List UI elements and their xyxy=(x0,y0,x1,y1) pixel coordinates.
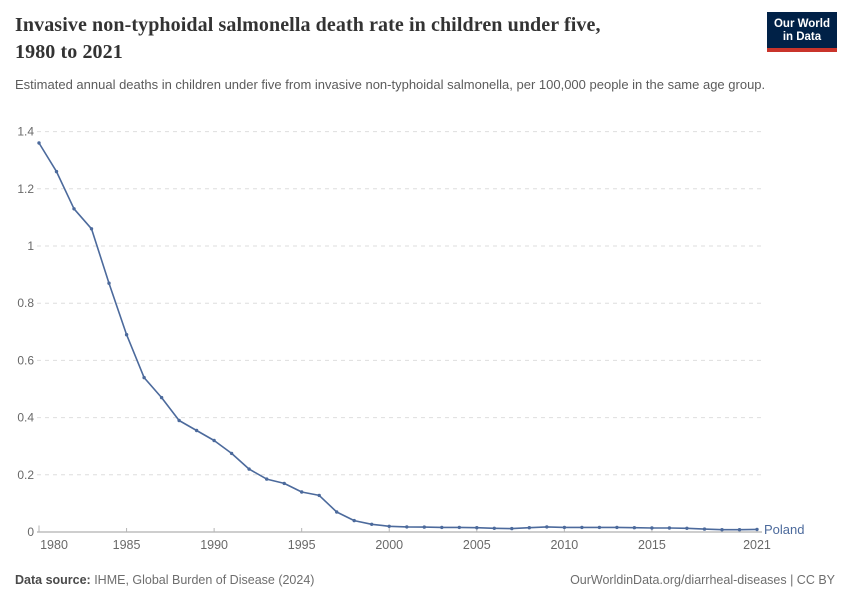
data-point[interactable] xyxy=(457,525,461,530)
data-point[interactable] xyxy=(422,525,426,529)
page-title: Invasive non-typhoidal salmonella death … xyxy=(15,14,601,63)
data-point[interactable] xyxy=(685,526,689,530)
logo-line2: in Data xyxy=(782,31,822,43)
data-point[interactable] xyxy=(510,526,514,531)
data-point[interactable] xyxy=(265,477,269,481)
data-point[interactable] xyxy=(632,526,637,530)
data-point[interactable] xyxy=(545,525,549,529)
y-tick-label: 0.8 xyxy=(17,296,34,310)
data-point[interactable] xyxy=(405,525,409,529)
data-point[interactable] xyxy=(159,395,164,400)
data-point[interactable] xyxy=(107,281,111,285)
x-tick-label: 1985 xyxy=(113,538,141,552)
data-point[interactable] xyxy=(527,526,531,530)
x-tick-label: 1980 xyxy=(40,538,68,552)
data-point[interactable] xyxy=(440,525,444,530)
data-point[interactable] xyxy=(650,526,654,530)
y-tick-label: 1.4 xyxy=(17,125,34,139)
data-point[interactable] xyxy=(702,527,707,531)
data-point[interactable] xyxy=(492,526,496,530)
data-point[interactable] xyxy=(282,481,286,486)
y-tick-label: 1 xyxy=(27,239,34,253)
x-tick-label: 2015 xyxy=(638,538,666,552)
data-point[interactable] xyxy=(720,528,724,532)
y-tick-label: 0.2 xyxy=(17,468,34,482)
data-point[interactable] xyxy=(124,333,129,337)
data-source-value: IHME, Global Burden of Disease (2024) xyxy=(90,573,315,587)
data-point[interactable] xyxy=(755,527,759,532)
chart-subtitle: Estimated annual deaths in children unde… xyxy=(15,77,766,92)
data-point[interactable] xyxy=(667,526,672,530)
data-point[interactable] xyxy=(335,510,339,514)
y-tick-label: 0 xyxy=(27,525,34,539)
data-point[interactable] xyxy=(142,375,146,380)
y-tick-label: 0.6 xyxy=(17,353,34,367)
x-tick-label: 1990 xyxy=(200,538,228,552)
data-point[interactable] xyxy=(597,525,602,530)
data-source-label: Data source: xyxy=(15,573,91,587)
data-point[interactable] xyxy=(615,525,619,530)
y-tick-label: 0.4 xyxy=(17,411,34,425)
x-tick-label: 2010 xyxy=(550,538,578,552)
data-point[interactable] xyxy=(370,522,374,526)
y-tick-label: 1.2 xyxy=(17,182,34,196)
data-point[interactable] xyxy=(54,169,59,174)
data-point[interactable] xyxy=(352,518,356,523)
series-line-poland[interactable] xyxy=(38,142,758,531)
x-tick-label: 2000 xyxy=(375,538,403,552)
x-tick-label: 2005 xyxy=(463,538,491,552)
x-tick-label: 1995 xyxy=(288,538,316,552)
data-point[interactable] xyxy=(317,493,321,498)
data-point[interactable] xyxy=(387,524,391,528)
license-link[interactable]: OurWorldinData.org/diarrheal-diseases | … xyxy=(570,573,835,587)
x-tick-label: 2021 xyxy=(743,538,771,552)
data-point[interactable] xyxy=(580,525,584,530)
data-point[interactable] xyxy=(89,227,94,231)
data-point[interactable] xyxy=(247,467,251,471)
series-label-poland[interactable]: Poland xyxy=(764,522,804,537)
logo-line1: Our World xyxy=(773,18,830,30)
owid-logo[interactable]: Our World in Data xyxy=(766,12,837,52)
data-point[interactable] xyxy=(212,438,216,443)
data-point[interactable] xyxy=(562,525,567,530)
data-point[interactable] xyxy=(37,141,41,145)
data-point[interactable] xyxy=(737,528,742,532)
data-point[interactable] xyxy=(300,490,304,494)
data-point[interactable] xyxy=(177,418,181,423)
data-point[interactable] xyxy=(194,428,199,433)
data-point[interactable] xyxy=(72,207,76,211)
data-point[interactable] xyxy=(229,451,234,456)
data-source-note: Data source: IHME, Global Burden of Dise… xyxy=(15,573,314,587)
data-point[interactable] xyxy=(475,526,479,530)
